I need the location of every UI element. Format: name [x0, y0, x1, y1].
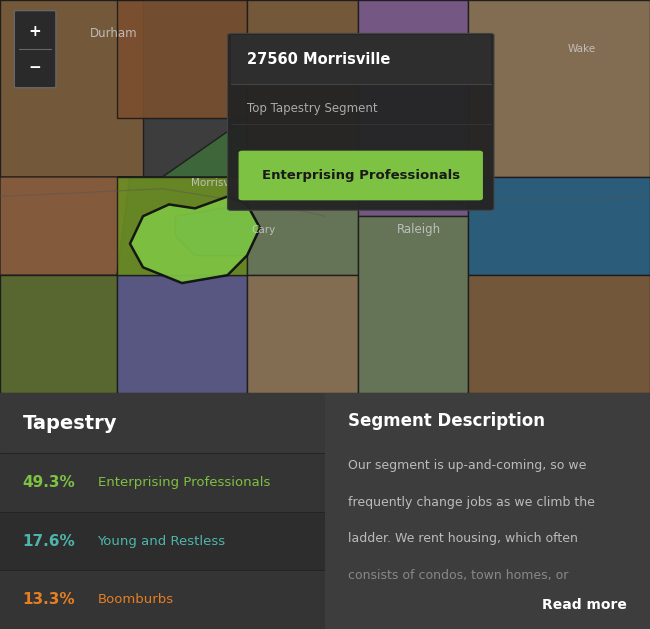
Text: +: +: [29, 25, 42, 40]
Text: Segment Description: Segment Description: [348, 412, 545, 430]
Text: Enterprising Professionals: Enterprising Professionals: [98, 476, 270, 489]
Polygon shape: [247, 276, 358, 393]
Text: 27560 Morrisville: 27560 Morrisville: [247, 52, 391, 67]
Text: 49.3%: 49.3%: [23, 475, 75, 490]
Text: Our segment is up-and-coming, so we: Our segment is up-and-coming, so we: [348, 459, 586, 472]
Polygon shape: [358, 216, 468, 393]
Polygon shape: [117, 118, 247, 177]
Text: Tapestry: Tapestry: [23, 414, 117, 433]
Polygon shape: [117, 276, 247, 393]
Text: 17.6%: 17.6%: [23, 533, 75, 548]
Polygon shape: [0, 177, 130, 276]
Polygon shape: [468, 276, 650, 393]
Polygon shape: [0, 0, 143, 177]
Text: 13.3%: 13.3%: [23, 593, 75, 607]
Polygon shape: [468, 177, 650, 276]
Polygon shape: [117, 0, 247, 118]
Text: Morrisville: Morrisville: [191, 178, 244, 188]
Text: Read more: Read more: [542, 598, 627, 613]
FancyBboxPatch shape: [14, 11, 56, 87]
Text: Boomburbs: Boomburbs: [98, 593, 174, 606]
Polygon shape: [247, 177, 358, 276]
Polygon shape: [358, 0, 468, 216]
FancyBboxPatch shape: [231, 35, 491, 84]
Text: Enterprising Professionals: Enterprising Professionals: [262, 169, 460, 182]
FancyBboxPatch shape: [0, 571, 325, 629]
Polygon shape: [247, 0, 358, 177]
Polygon shape: [117, 177, 247, 276]
Polygon shape: [0, 276, 117, 393]
FancyBboxPatch shape: [0, 454, 325, 512]
Polygon shape: [130, 196, 260, 283]
FancyBboxPatch shape: [0, 393, 325, 454]
Text: −: −: [29, 60, 42, 75]
Text: Raleigh: Raleigh: [397, 223, 441, 237]
Text: ladder. We rent housing, which often: ladder. We rent housing, which often: [348, 532, 578, 545]
FancyBboxPatch shape: [227, 33, 494, 210]
Polygon shape: [176, 204, 260, 255]
FancyBboxPatch shape: [239, 150, 483, 200]
Text: Wake: Wake: [567, 44, 596, 54]
Text: Durham: Durham: [90, 27, 138, 40]
Text: frequently change jobs as we climb the: frequently change jobs as we climb the: [348, 496, 595, 509]
Text: Top Tapestry Segment: Top Tapestry Segment: [247, 101, 378, 114]
Text: Cary: Cary: [251, 225, 276, 235]
Polygon shape: [468, 0, 650, 177]
Text: consists of condos, town homes, or: consists of condos, town homes, or: [348, 569, 568, 582]
FancyBboxPatch shape: [0, 512, 325, 571]
Text: Young and Restless: Young and Restless: [98, 535, 226, 548]
